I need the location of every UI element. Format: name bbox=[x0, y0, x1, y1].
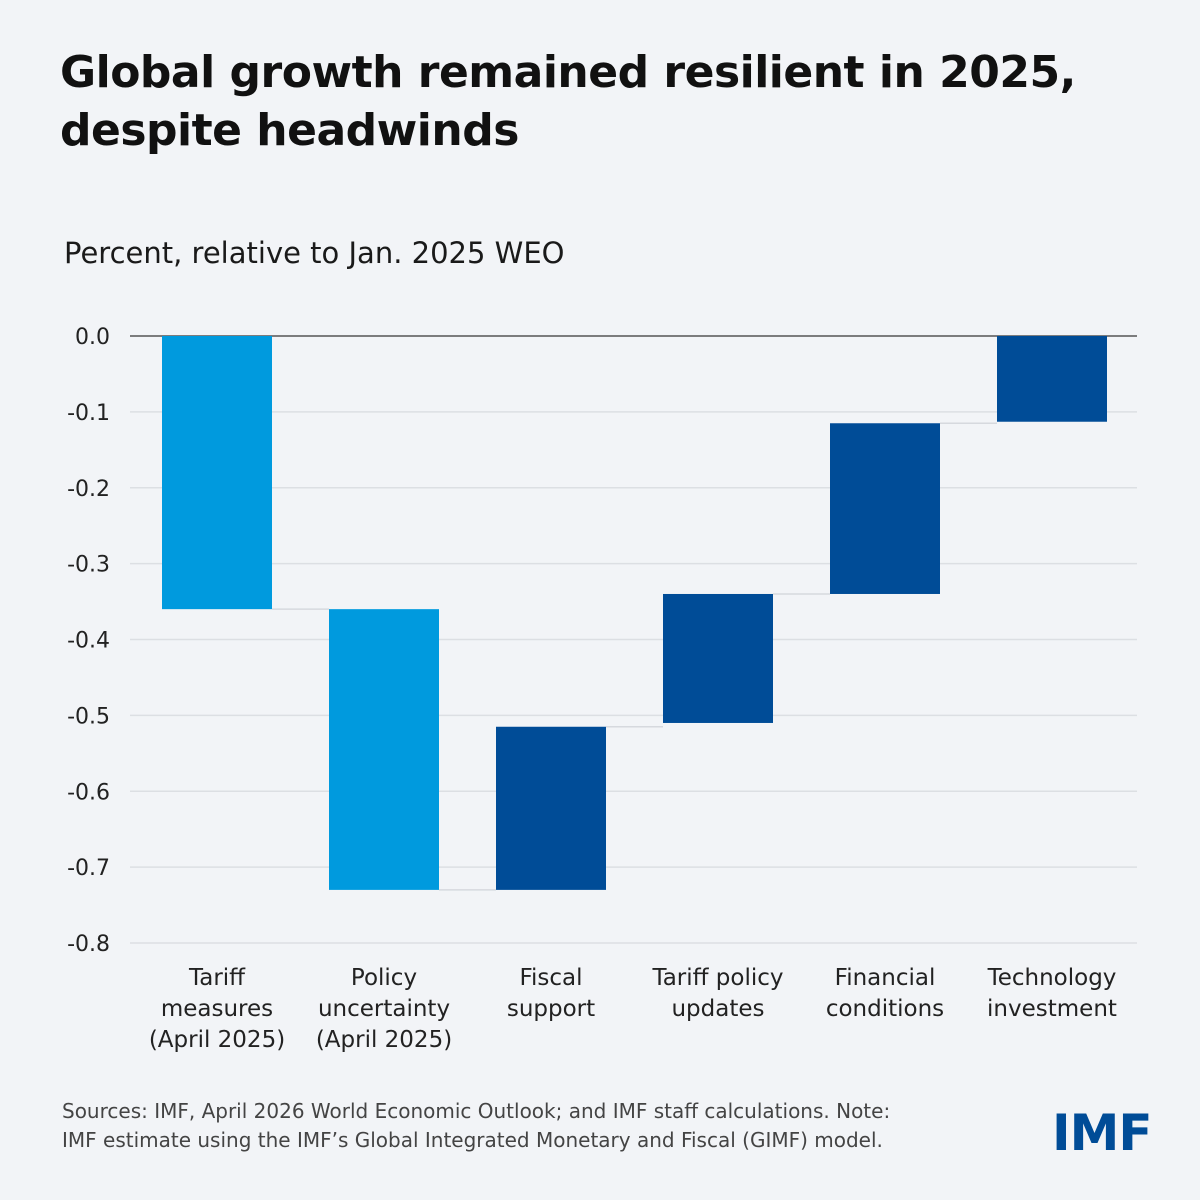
y-axis-label: Percent, relative to Jan. 2025 WEO bbox=[64, 236, 565, 270]
x-tick-label-line: investment bbox=[987, 996, 1117, 1022]
bar bbox=[830, 423, 940, 594]
x-tick-label-line: measures bbox=[161, 996, 273, 1022]
x-tick-label-line: Financial bbox=[835, 965, 936, 991]
y-tick-label: -0.6 bbox=[67, 780, 110, 805]
bar bbox=[496, 726, 606, 890]
chart-title: Global growth remained resilient in 2025… bbox=[60, 47, 1076, 156]
source-note-line: IMF estimate using the IMF’s Global Inte… bbox=[62, 1128, 883, 1152]
x-tick-label-line: uncertainty bbox=[318, 996, 450, 1022]
bar bbox=[997, 336, 1107, 422]
x-tick-label: Tariff measures (April 2025) bbox=[149, 965, 285, 1053]
x-tick-label-line: conditions bbox=[826, 996, 944, 1022]
x-tick-label-line: Tariff bbox=[188, 965, 246, 991]
x-tick-label: Policy uncertainty (April 2025) bbox=[316, 965, 452, 1053]
imf-logo: IMF bbox=[1052, 1104, 1153, 1162]
x-tick-label-line: updates bbox=[671, 996, 764, 1022]
x-tick-label-line: Fiscal bbox=[519, 965, 582, 991]
source-note-line: Sources: IMF, April 2026 World Economic … bbox=[62, 1099, 891, 1123]
y-tick-label: -0.7 bbox=[67, 856, 110, 881]
x-tick-label: Financial conditions bbox=[826, 965, 944, 1022]
y-tick-label: -0.2 bbox=[67, 477, 110, 502]
x-tick-label-line: (April 2025) bbox=[316, 1027, 452, 1053]
x-tick-label: Fiscal support bbox=[507, 965, 595, 1022]
bar bbox=[162, 336, 272, 610]
source-note: Sources: IMF, April 2026 World Economic … bbox=[62, 1097, 890, 1155]
x-tick-label-line: (April 2025) bbox=[149, 1027, 285, 1053]
y-tick-label: -0.5 bbox=[67, 704, 110, 729]
x-tick-label-line: support bbox=[507, 996, 595, 1022]
x-tick-label-line: Tariff policy bbox=[651, 965, 783, 991]
x-tick-label-line: Policy bbox=[351, 965, 417, 991]
y-tick-label: -0.4 bbox=[67, 629, 110, 654]
bar bbox=[329, 609, 439, 890]
y-tick-label: 0.0 bbox=[75, 325, 110, 350]
y-tick-label: -0.1 bbox=[67, 401, 110, 426]
y-tick-label: -0.8 bbox=[67, 932, 110, 957]
x-tick-label: Tariff policy updates bbox=[651, 965, 783, 1022]
x-tick-label: Technology investment bbox=[987, 965, 1117, 1022]
bar bbox=[663, 593, 773, 723]
x-tick-label-line: Technology bbox=[987, 965, 1117, 991]
y-tick-label: -0.3 bbox=[67, 553, 110, 578]
